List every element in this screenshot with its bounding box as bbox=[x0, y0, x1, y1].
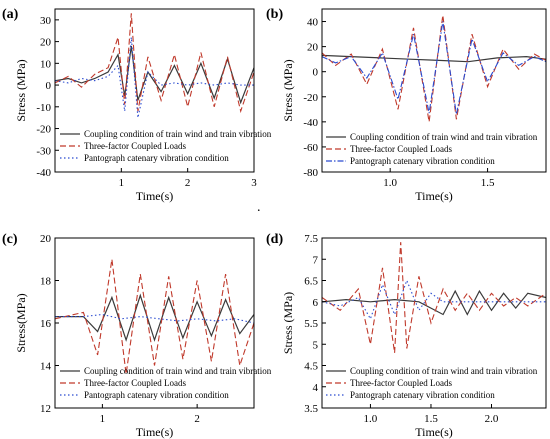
y-tick-label: 20 bbox=[307, 42, 319, 54]
x-tick-label: 1 bbox=[100, 413, 106, 425]
y-tick-label: -30 bbox=[36, 145, 51, 157]
y-tick-label: 7.5 bbox=[304, 233, 318, 245]
series-line-2 bbox=[322, 15, 546, 122]
y-tick-label: 40 bbox=[307, 17, 319, 29]
legend-label: Pantograph catenary vibration condition bbox=[84, 153, 229, 163]
x-tick-label: 1.0 bbox=[364, 413, 378, 425]
series-line-1 bbox=[55, 45, 254, 105]
x-axis-label: Time(s) bbox=[415, 189, 453, 203]
y-tick-label: 12 bbox=[40, 403, 51, 415]
legend-label: Three-factor Coupled Loads bbox=[350, 144, 452, 154]
series-line-1 bbox=[322, 54, 546, 63]
y-axis-label: Stress (MPa) bbox=[14, 59, 28, 121]
y-axis-label: Stress (MPa) bbox=[281, 59, 295, 121]
series-line-2 bbox=[55, 259, 254, 375]
y-tick-label: 4.5 bbox=[304, 361, 318, 373]
legend-label: Pantograph catenary vibration condition bbox=[350, 156, 495, 166]
y-tick-label: 16 bbox=[40, 318, 52, 330]
x-tick-label: 2 bbox=[185, 177, 191, 189]
y-tick-label: 0 bbox=[313, 67, 319, 79]
legend-label: Three-factor Coupled Loads bbox=[350, 378, 452, 388]
y-tick-label: -10 bbox=[36, 102, 51, 114]
legend-label: Coupling condition of train wind and tra… bbox=[84, 129, 272, 139]
y-tick-label: 14 bbox=[40, 361, 52, 373]
chart-panel-2: (b) -80 -60 -40 -20 0 20 40 1.0 1.5 Time(s) Stress … bbox=[266, 7, 547, 203]
x-axis-label: Time(s) bbox=[136, 189, 174, 203]
panel-label: (d) bbox=[266, 232, 283, 247]
y-axis-label: Stress(MPa) bbox=[14, 293, 28, 352]
plot-frame bbox=[321, 8, 547, 173]
x-tick-label: 2.0 bbox=[485, 413, 499, 425]
x-tick-label: 1 bbox=[119, 177, 125, 189]
x-tick-label: 1.5 bbox=[481, 177, 495, 189]
y-tick-label: 5 bbox=[313, 339, 319, 351]
y-tick-label: 5.5 bbox=[304, 318, 318, 330]
series-line-3 bbox=[322, 21, 546, 115]
y-tick-label: -80 bbox=[303, 167, 318, 179]
y-tick-label: 20 bbox=[40, 233, 52, 245]
chart-panel-4: (d) 3.5 4 4.5 5 5.5 6 6.5 7 7.5 1.0 1.5 2.0 Time(s) St… bbox=[266, 232, 547, 439]
y-tick-label: 0 bbox=[46, 80, 52, 92]
series-line-3 bbox=[55, 37, 254, 118]
stray-dot: . bbox=[257, 200, 261, 215]
x-tick-label: 3 bbox=[251, 177, 257, 189]
y-tick-label: 30 bbox=[40, 15, 52, 27]
y-tick-label: 6.5 bbox=[304, 276, 318, 288]
x-axis-label: Time(s) bbox=[136, 425, 174, 439]
x-tick-label: 1.0 bbox=[383, 177, 397, 189]
legend-label: Coupling condition of train wind and tra… bbox=[84, 366, 272, 376]
y-tick-label: 10 bbox=[40, 58, 52, 70]
legend-label: Coupling condition of train wind and tra… bbox=[350, 132, 538, 142]
legend-label: Pantograph catenary vibration condition bbox=[84, 390, 229, 400]
y-tick-label: 6 bbox=[313, 297, 319, 309]
y-tick-label: 18 bbox=[40, 276, 52, 288]
y-tick-label: -20 bbox=[36, 124, 51, 136]
legend-label: Three-factor Coupled Loads bbox=[84, 378, 186, 388]
y-tick-label: 3.5 bbox=[304, 403, 318, 415]
panel-label: (b) bbox=[266, 7, 283, 22]
series-line-3 bbox=[55, 313, 254, 324]
legend-label: Three-factor Coupled Loads bbox=[84, 141, 186, 151]
series-line-2 bbox=[322, 242, 546, 353]
series-line-1 bbox=[322, 289, 546, 316]
y-tick-label: -40 bbox=[303, 117, 318, 129]
x-axis-label: Time(s) bbox=[415, 425, 453, 439]
y-tick-label: 7 bbox=[313, 254, 319, 266]
y-tick-label: -60 bbox=[303, 142, 318, 154]
legend-label: Pantograph catenary vibration condition bbox=[350, 390, 495, 400]
y-axis-label: Stress (MPa) bbox=[281, 292, 295, 354]
y-tick-label: 4 bbox=[313, 382, 319, 394]
series-line-2 bbox=[55, 13, 254, 114]
legend-label: Coupling condition of train wind and tra… bbox=[350, 366, 538, 376]
x-tick-label: 1.5 bbox=[424, 413, 438, 425]
y-tick-label: 20 bbox=[40, 37, 52, 49]
y-tick-label: -40 bbox=[36, 167, 51, 179]
panel-label: (a) bbox=[2, 7, 19, 22]
plot-frame bbox=[54, 8, 255, 173]
panel-label: (c) bbox=[2, 232, 18, 247]
y-tick-label: -20 bbox=[303, 92, 318, 104]
chart-panel-1: (a) -40 -30 -20 -10 0 10 20 30 1 2 3 Time(s) Stress (… bbox=[2, 7, 272, 203]
x-tick-label: 2 bbox=[194, 413, 200, 425]
